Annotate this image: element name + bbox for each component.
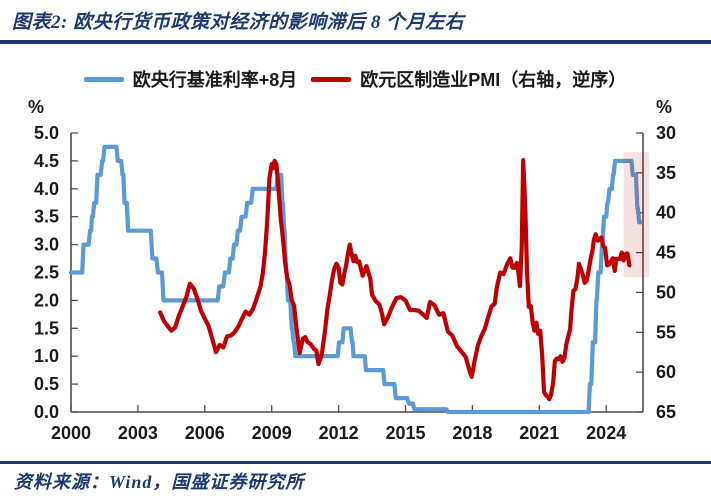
svg-text:3.5: 3.5 [34,207,59,227]
svg-text:1.0: 1.0 [34,346,59,366]
svg-text:2.5: 2.5 [34,263,59,283]
legend-line-blue [83,76,124,82]
footer-divider [0,461,711,464]
svg-text:45: 45 [656,243,676,263]
svg-text:2018: 2018 [452,423,492,443]
svg-text:3.0: 3.0 [34,235,59,255]
left-axis-unit: % [28,97,45,117]
source-note: 资料来源：Wind，国盛证券研究所 [14,472,305,492]
svg-text:2024: 2024 [586,423,626,443]
legend-label-pmi: 欧元区制造业PMI（右轴，逆序） [360,70,627,90]
svg-text:4.5: 4.5 [34,151,59,171]
svg-text:2015: 2015 [385,423,425,443]
svg-text:55: 55 [656,322,676,342]
svg-text:2009: 2009 [252,423,292,443]
svg-text:5.0: 5.0 [34,123,59,143]
svg-text:35: 35 [656,163,676,183]
svg-text:40: 40 [656,203,676,223]
svg-text:1.5: 1.5 [34,318,59,338]
svg-text:30: 30 [656,123,676,143]
svg-text:2000: 2000 [51,423,91,443]
legend-label-rate: 欧央行基准利率+8月 [132,70,298,90]
figure-title: 图表2: 欧央行货币政策对经济的影响滞后 8 个月左右 [12,12,465,33]
svg-text:2012: 2012 [319,423,359,443]
svg-text:65: 65 [656,402,676,422]
legend-line-red [311,76,352,82]
svg-text:2006: 2006 [185,423,225,443]
svg-text:60: 60 [656,362,676,382]
svg-text:2003: 2003 [118,423,158,443]
right-axis-unit: % [656,97,673,117]
svg-text:4.0: 4.0 [34,179,59,199]
svg-text:0.0: 0.0 [34,402,59,422]
legend-item-pmi: 欧元区制造业PMI（右轴，逆序） [311,66,626,92]
header-divider [0,40,711,44]
svg-text:2021: 2021 [519,423,559,443]
svg-text:50: 50 [656,282,676,302]
svg-text:0.5: 0.5 [34,374,59,394]
chart-legend: 欧央行基准利率+8月 欧元区制造业PMI（右轴，逆序） [55,64,655,94]
svg-text:2.0: 2.0 [34,290,59,310]
legend-item-rate: 欧央行基准利率+8月 [83,66,298,92]
